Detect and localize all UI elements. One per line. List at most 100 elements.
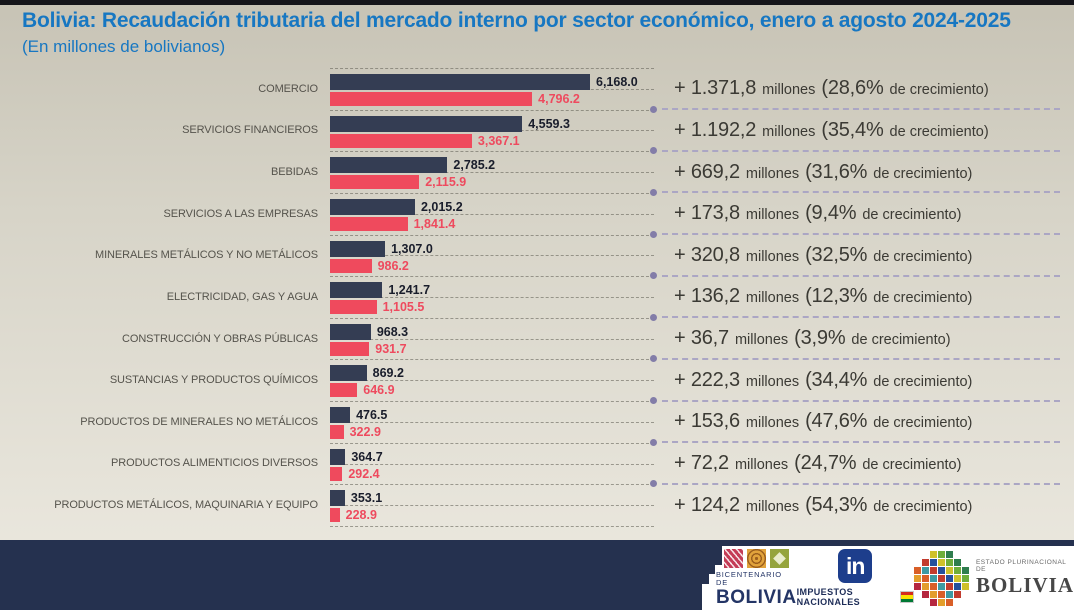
gridline (330, 234, 654, 236)
category-label: PRODUCTOS METÁLICOS, MAQUINARIA Y EQUIPO (54, 499, 318, 512)
bar-line-2024: 1,105.5 (330, 300, 430, 315)
annotation-unit: millones (745, 415, 800, 432)
bar-2024 (330, 341, 370, 356)
growth-annotation: + 173,8 millones (9,4% de crecimiento) (650, 188, 1064, 235)
bar-2025 (330, 198, 415, 215)
bar-2025-value: 6,168.0 (596, 75, 638, 89)
bar-chart: COMERCIO 6,168.0 4,796.2 SERVICIOS FINANCIE… (0, 68, 660, 527)
dashed-line (662, 399, 1060, 402)
annotation-separator (650, 272, 1060, 280)
annotation-delta: + 1.371,8 (674, 77, 757, 100)
annotation-suffix: de crecimiento) (889, 82, 989, 99)
annotation-separator (650, 355, 1060, 363)
annotation-text: + 1.192,2 millones (35,4% de crecimiento) (674, 119, 989, 142)
bar-group: 353.1 228.9 (330, 490, 382, 523)
bar-2025-value: 476.5 (356, 408, 388, 422)
bar-group: 1,241.7 1,105.5 (330, 282, 430, 315)
bar-line-2024: 986.2 (330, 258, 433, 273)
annotation-percent: (34,4% (805, 368, 868, 391)
dashed-line (662, 149, 1060, 152)
gridline (330, 401, 654, 403)
bar-line-2024: 4,796.2 (330, 92, 638, 106)
bar-line-2025: 1,241.7 (330, 282, 430, 299)
bar-2024 (330, 216, 408, 231)
annotation-separator (650, 105, 1060, 113)
chart-rows: COMERCIO 6,168.0 4,796.2 SERVICIOS FINANCIE… (0, 68, 660, 526)
top-border (0, 0, 1074, 5)
bar-group: 364.7 292.4 (330, 448, 383, 481)
bar-group: 1,307.0 986.2 (330, 240, 433, 273)
gridline (330, 296, 654, 298)
spiral-icon (746, 549, 766, 568)
bar-line-2025: 364.7 (330, 448, 383, 465)
annotation-percent: (3,9% (794, 327, 846, 350)
gridline (330, 276, 654, 278)
bar-2025 (330, 407, 351, 423)
annotation-unit: millones (734, 332, 789, 349)
annotation-text: + 136,2 millones (12,3% de crecimiento) (674, 285, 972, 308)
bar-2024-value: 4,796.2 (538, 92, 580, 106)
bar-2025 (330, 240, 386, 257)
bar-2025-value: 1,307.0 (391, 241, 433, 256)
annotation-delta: + 320,8 (674, 243, 740, 266)
bar-2024-value: 1,105.5 (382, 300, 425, 315)
bar-2025-value: 968.3 (376, 324, 409, 339)
bar-2025 (330, 115, 523, 132)
gridline (330, 505, 654, 507)
logo-panel: BICENTENARIO DE BOLIVIA in IMPUESTOS NAC… (702, 546, 1074, 610)
growth-annotation: + 72,2 millones (24,7% de crecimiento) (650, 438, 1064, 485)
annotation-suffix: de crecimiento) (873, 373, 973, 390)
annotation-text: + 1.371,8 millones (28,6% de crecimiento) (674, 77, 989, 100)
bullet-icon (650, 147, 657, 155)
bar-2025 (330, 490, 345, 507)
dashed-line (662, 191, 1060, 194)
chart-row: PRODUCTOS ALIMENTICIOS DIVERSOS 364.7 292.… (0, 443, 660, 485)
annotation-percent: (24,7% (794, 451, 857, 474)
bar-group: 2,015.2 1,841.4 (330, 198, 463, 231)
bolivia-flag-icon (899, 591, 914, 603)
bar-2024-value: 931.7 (375, 341, 407, 356)
dashed-line (662, 441, 1060, 444)
annotation-text: + 36,7 millones (3,9% de crecimiento) (674, 327, 951, 350)
page-subtitle: (En millones de bolivianos) (22, 37, 226, 56)
annotation-suffix: de crecimiento) (873, 248, 973, 265)
chart-row: ELECTRICIDAD, GAS Y AGUA 1,241.7 1,105.5 (0, 276, 660, 318)
annotation-percent: (32,5% (805, 243, 868, 266)
bar-2025-value: 4,559.3 (528, 116, 570, 131)
growth-annotation: + 136,2 millones (12,3% de crecimiento) (650, 272, 1064, 318)
bar-2025-value: 869.2 (372, 366, 404, 381)
bar-2025 (330, 282, 383, 299)
bullet-icon (650, 355, 657, 363)
growth-annotation: + 222,3 millones (34,4% de crecimiento) (650, 355, 1064, 401)
growth-annotation: + 1.371,8 millones (28,6% de crecimiento) (658, 68, 1064, 110)
annotation-separator (650, 397, 1060, 404)
impuestos-nacionales-logo: in IMPUESTOS NACIONALES (797, 549, 914, 607)
annotation-percent: (31,6% (805, 160, 868, 183)
bar-2024 (330, 258, 372, 273)
annotation-suffix: de crecimiento) (873, 165, 973, 182)
annotation-delta: + 36,7 (674, 327, 729, 350)
bar-group: 2,785.2 2,115.9 (330, 157, 495, 190)
annotation-text: + 153,6 millones (47,6% de crecimiento) (674, 410, 972, 433)
category-label: SERVICIOS FINANCIEROS (182, 124, 318, 137)
bar-line-2025: 4,559.3 (330, 115, 570, 132)
annotation-unit: millones (745, 165, 800, 182)
estado-label: ESTADO PLURINACIONAL DE (975, 559, 1067, 573)
gridline (330, 68, 654, 69)
dashed-line (662, 233, 1060, 235)
annotation-suffix: de crecimiento) (862, 456, 962, 473)
bar-2024 (330, 133, 472, 148)
gridline (330, 151, 654, 153)
bullet-icon (650, 480, 657, 488)
annotation-unit: millones (745, 290, 800, 307)
bicentenario-bolivia-label: BOLIVIA (716, 587, 797, 608)
bolivia-emblem-icon (913, 550, 969, 606)
bar-line-2024: 292.4 (330, 466, 383, 481)
annotation-text: + 669,2 millones (31,6% de crecimiento) (674, 161, 972, 184)
category-label: SERVICIOS A LAS EMPRESAS (163, 207, 318, 220)
bar-line-2025: 968.3 (330, 323, 409, 340)
bullet-icon (650, 272, 657, 280)
annotation-unit: millones (745, 373, 800, 390)
bullet-icon (650, 105, 657, 113)
bar-group: 476.5 322.9 (330, 407, 387, 439)
